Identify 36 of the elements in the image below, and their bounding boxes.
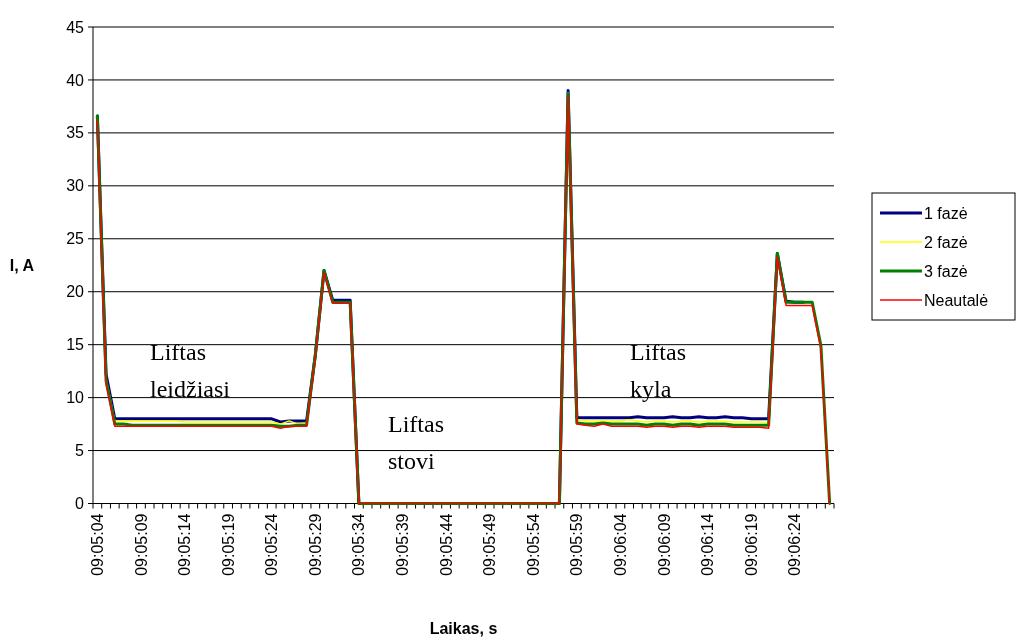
x-tick-label: 09:06:14 [699, 513, 717, 576]
x-tick-label: 09:05:39 [394, 513, 412, 576]
x-tick-label: 09:06:24 [786, 513, 804, 576]
y-tick-label: 25 [66, 230, 85, 248]
legend-label: 1 fazė [924, 204, 968, 222]
annotation: Liftas kyla [630, 339, 686, 402]
y-tick-label: 10 [66, 389, 85, 407]
x-tick-label: 09:05:59 [568, 513, 586, 576]
x-axis-title: Laikas, s [429, 620, 498, 637]
y-tick-label: 15 [66, 336, 85, 354]
legend-label: 2 fazė [924, 233, 968, 251]
legend-label: 3 fazė [924, 262, 968, 280]
x-tick-label: 09:05:44 [437, 513, 455, 576]
y-tick-label: 45 [66, 18, 85, 36]
x-tick-label: 09:05:54 [524, 513, 542, 576]
y-tick-label: 30 [66, 177, 85, 195]
y-axis-title: I, A [9, 256, 35, 274]
x-tick-label: 09:05:19 [219, 513, 237, 576]
y-tick-label: 40 [66, 71, 85, 89]
y-tick-label: 5 [75, 442, 85, 460]
legend-label: Neautalė [924, 291, 989, 309]
x-tick-label: 09:06:19 [742, 513, 760, 576]
y-tick-label: 35 [66, 124, 85, 142]
x-tick-label: 09:05:24 [263, 513, 281, 576]
annotation: Liftas leidžiasi [150, 339, 231, 402]
x-tick-label: 09:05:14 [176, 513, 194, 576]
x-tick-label: 09:05:49 [481, 513, 499, 576]
x-tick-label: 09:05:29 [306, 513, 324, 576]
x-tick-label: 09:05:04 [88, 513, 106, 576]
y-tick-label: 0 [75, 495, 85, 513]
x-tick-label: 09:06:09 [655, 513, 673, 576]
annotation: Liftas stovi [388, 411, 444, 474]
x-tick-label: 09:05:09 [132, 513, 150, 576]
x-tick-label: 09:06:04 [612, 513, 630, 576]
y-tick-label: 20 [66, 283, 85, 301]
x-tick-label: 09:05:34 [350, 513, 368, 576]
